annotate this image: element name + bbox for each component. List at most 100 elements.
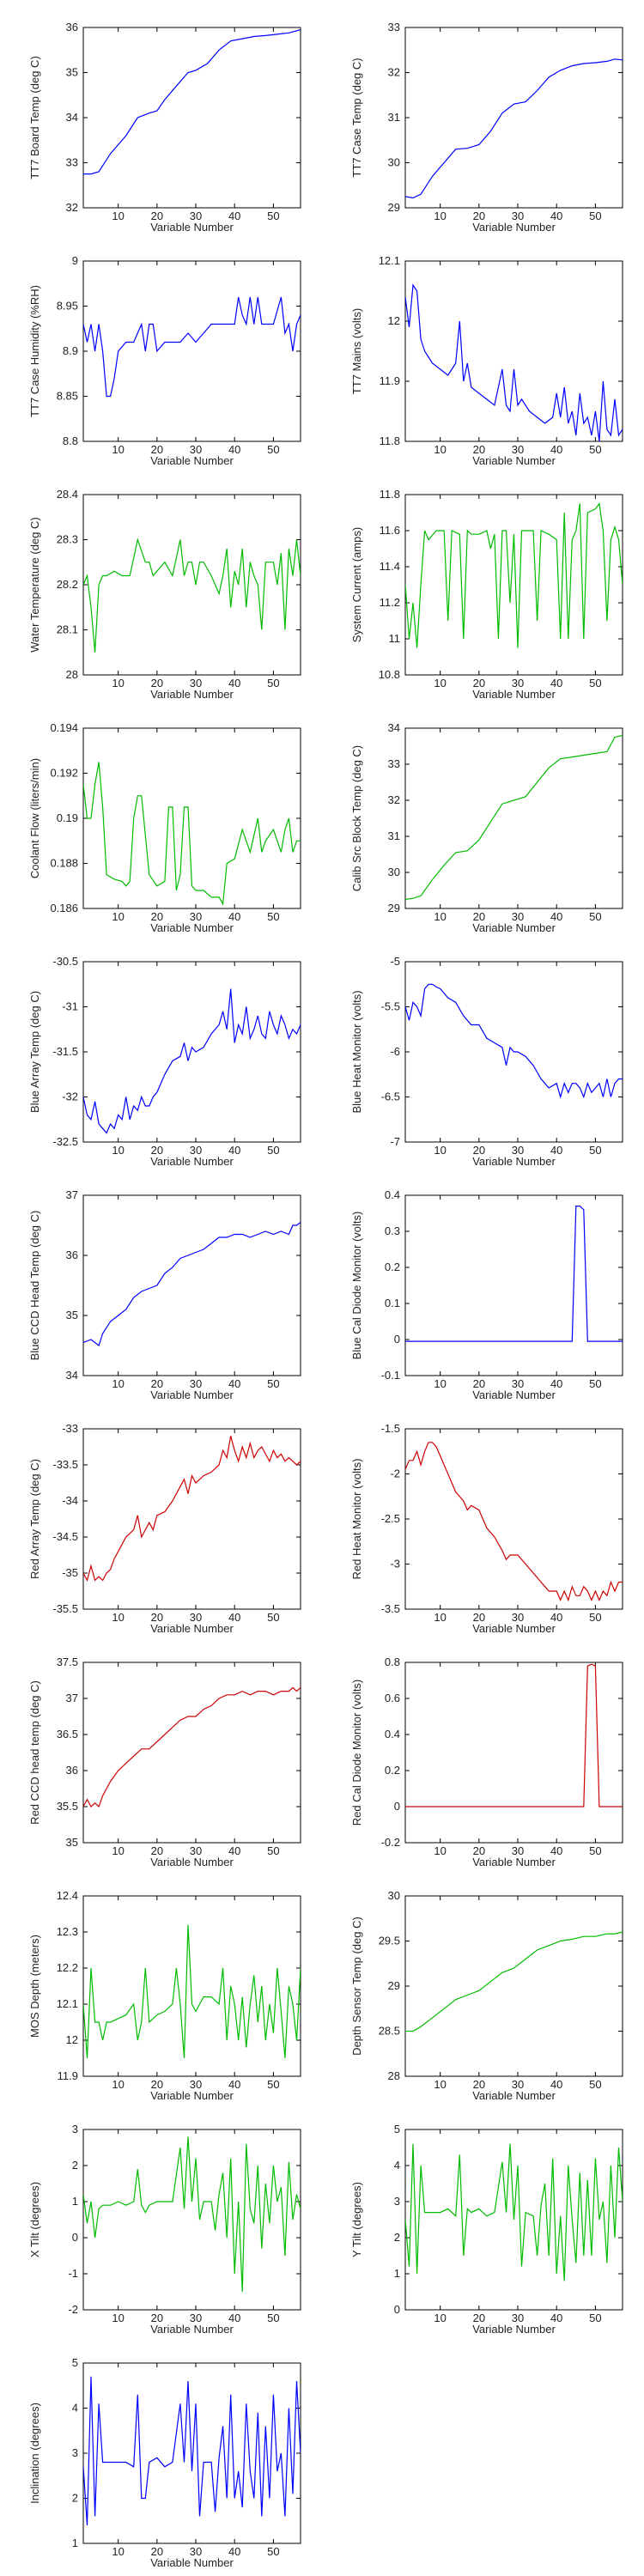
y-tick-label: -5.5 — [381, 1000, 400, 1013]
x-tick-label: 30 — [190, 2545, 202, 2558]
chart-panel-blue-heat-monitor: 10 20 30 40 50 -7 -6.5 -6 -5.5 -5 Variable Number B… — [322, 934, 644, 1168]
x-tick-label: 40 — [228, 210, 240, 222]
y-tick-label: 11.2 — [380, 596, 400, 609]
x-tick-label: 30 — [512, 910, 524, 923]
plot-frame — [82, 27, 301, 209]
x-tick-label: 20 — [151, 2545, 163, 2558]
y-tick-label: 2 — [72, 2159, 78, 2172]
series-line-system-current — [405, 501, 623, 648]
y-tick-label: 35 — [66, 1309, 78, 1321]
y-tick-label: 1 — [72, 2195, 78, 2208]
plot-frame — [82, 1895, 301, 2077]
y-tick-label: 37 — [66, 1188, 78, 1201]
series-line-depth-sensor-temp — [405, 1931, 623, 2032]
y-axis-label: Red Heat Monitor (volts) — [350, 1459, 363, 1580]
x-tick-label: 40 — [228, 677, 240, 690]
x-tick-label: 10 — [434, 910, 446, 923]
y-tick-label: 37.5 — [57, 1656, 78, 1668]
series-line-blue-array-temp — [83, 988, 301, 1134]
chart-panel-red-ccd-head-temp: 10 20 30 40 50 35 35.5 36 36.5 37 37.5 Variable Num… — [0, 1635, 322, 1868]
x-axis-label: Variable Number — [150, 2323, 234, 2336]
y-tick-label: -7 — [390, 1135, 400, 1148]
x-tick-label: 40 — [228, 2545, 240, 2558]
y-tick-label: 28.4 — [57, 488, 78, 501]
chart-svg-red-heat-monitor: 10 20 30 40 50 -3.5 -3 -2.5 -2 -1.5 Variable Numbe… — [350, 1422, 623, 1635]
chart-panel-coolant-flow: 10 20 30 40 50 0.186 0.188 0.19 0.192 0.194 Variab… — [0, 701, 322, 934]
y-tick-label: 36.5 — [57, 1728, 78, 1741]
y-tick-label: 11.4 — [380, 560, 400, 573]
x-axis-label: Variable Number — [150, 2556, 234, 2569]
x-tick-label: 10 — [112, 1611, 124, 1624]
x-axis-label: Variable Number — [150, 221, 234, 234]
chart-svg-mos-depth: 10 20 30 40 50 11.9 12 12.1 12.2 12.3 12.4 Variable… — [28, 1889, 301, 2102]
x-tick-label: 20 — [473, 677, 485, 690]
x-tick-label: 50 — [589, 1844, 601, 1857]
x-tick-label: 40 — [228, 1611, 240, 1624]
y-tick-label: 32 — [66, 201, 78, 214]
x-tick-label: 10 — [112, 1144, 124, 1157]
chart-panel-red-heat-monitor: 10 20 30 40 50 -3.5 -3 -2.5 -2 -1.5 Variable Numbe… — [322, 1401, 644, 1635]
y-tick-label: 33 — [388, 21, 400, 33]
x-axis-label: Variable Number — [472, 1388, 556, 1401]
y-tick-label: 35.5 — [57, 1800, 78, 1813]
x-tick-label: 20 — [151, 210, 163, 222]
plot-frame — [82, 961, 301, 1143]
y-axis-label: MOS Depth (meters) — [28, 1935, 41, 2038]
y-tick-label: 3 — [72, 2123, 78, 2136]
x-tick-label: 10 — [434, 210, 446, 222]
y-tick-label: 11 — [389, 632, 401, 645]
chart-svg-tt7-board-temp: 10 20 30 40 50 32 33 34 35 36 Variable Number TT7 B… — [28, 21, 301, 234]
x-tick-label: 50 — [267, 2312, 279, 2324]
y-tick-label: 34 — [66, 1369, 78, 1382]
plot-frame — [404, 494, 623, 676]
y-tick-label: 31 — [388, 111, 400, 124]
x-axis-label: Variable Number — [150, 1622, 234, 1635]
y-tick-label: 12.4 — [57, 1889, 78, 1902]
x-tick-label: 10 — [112, 210, 124, 222]
y-tick-label: -3.5 — [381, 1602, 400, 1615]
series-line-red-array-temp — [83, 1436, 301, 1583]
x-tick-label: 10 — [112, 910, 124, 923]
y-tick-label: 32 — [388, 793, 400, 806]
x-tick-label: 50 — [589, 677, 601, 690]
x-axis-label: Variable Number — [150, 1388, 234, 1401]
y-tick-label: 0 — [72, 2231, 78, 2244]
y-axis-label: Coolant Flow (liters/min) — [28, 758, 41, 878]
y-tick-label: 2 — [394, 2231, 400, 2244]
x-tick-label: 40 — [550, 1611, 562, 1624]
y-axis-label: Red Array Temp (deg C) — [28, 1459, 41, 1579]
x-tick-label: 10 — [434, 677, 446, 690]
y-tick-label: 29.5 — [379, 1935, 400, 1947]
x-tick-label: 10 — [434, 1844, 446, 1857]
x-tick-label: 30 — [512, 1377, 524, 1390]
x-tick-label: 10 — [112, 2078, 124, 2091]
x-tick-label: 20 — [151, 443, 163, 456]
series-line-tt7-board-temp — [83, 29, 301, 175]
plot-frame — [404, 1895, 623, 2077]
y-tick-label: -5 — [390, 955, 400, 968]
y-axis-label: Depth Sensor Temp (deg C) — [350, 1917, 363, 2056]
series-line-red-heat-monitor — [405, 1442, 623, 1602]
chart-svg-blue-ccd-head-temp: 10 20 30 40 50 34 35 36 37 Variable Number Blue CC… — [28, 1188, 301, 1401]
plot-frame — [82, 1194, 301, 1376]
y-axis-label: TT7 Mains (volts) — [350, 308, 363, 394]
x-axis-label: Variable Number — [150, 1155, 234, 1168]
chart-svg-y-tilt: 10 20 30 40 50 0 1 2 3 4 5 Variable Number Y Tilt (d… — [350, 2123, 623, 2336]
x-tick-label: 50 — [267, 1611, 279, 1624]
x-tick-label: 30 — [190, 2312, 202, 2324]
x-tick-label: 30 — [190, 1144, 202, 1157]
x-axis-label: Variable Number — [472, 1622, 556, 1635]
x-tick-label: 20 — [473, 1377, 485, 1390]
y-tick-label: 36 — [66, 1764, 78, 1777]
y-tick-label: 12 — [388, 314, 400, 327]
chart-svg-blue-array-temp: 10 20 30 40 50 -32.5 -32 -31.5 -31 -30.5 Variable … — [28, 955, 301, 1168]
plot-frame — [404, 1428, 623, 1610]
x-tick-label: 30 — [512, 1144, 524, 1157]
y-tick-label: 0 — [394, 2303, 400, 2316]
x-tick-label: 40 — [228, 1377, 240, 1390]
y-tick-label: 4 — [72, 2402, 78, 2415]
x-tick-label: 40 — [550, 1377, 562, 1390]
y-axis-label: TT7 Board Temp (deg C) — [28, 56, 41, 179]
y-tick-label: 1 — [394, 2267, 400, 2280]
series-line-mos-depth — [83, 1924, 301, 2059]
